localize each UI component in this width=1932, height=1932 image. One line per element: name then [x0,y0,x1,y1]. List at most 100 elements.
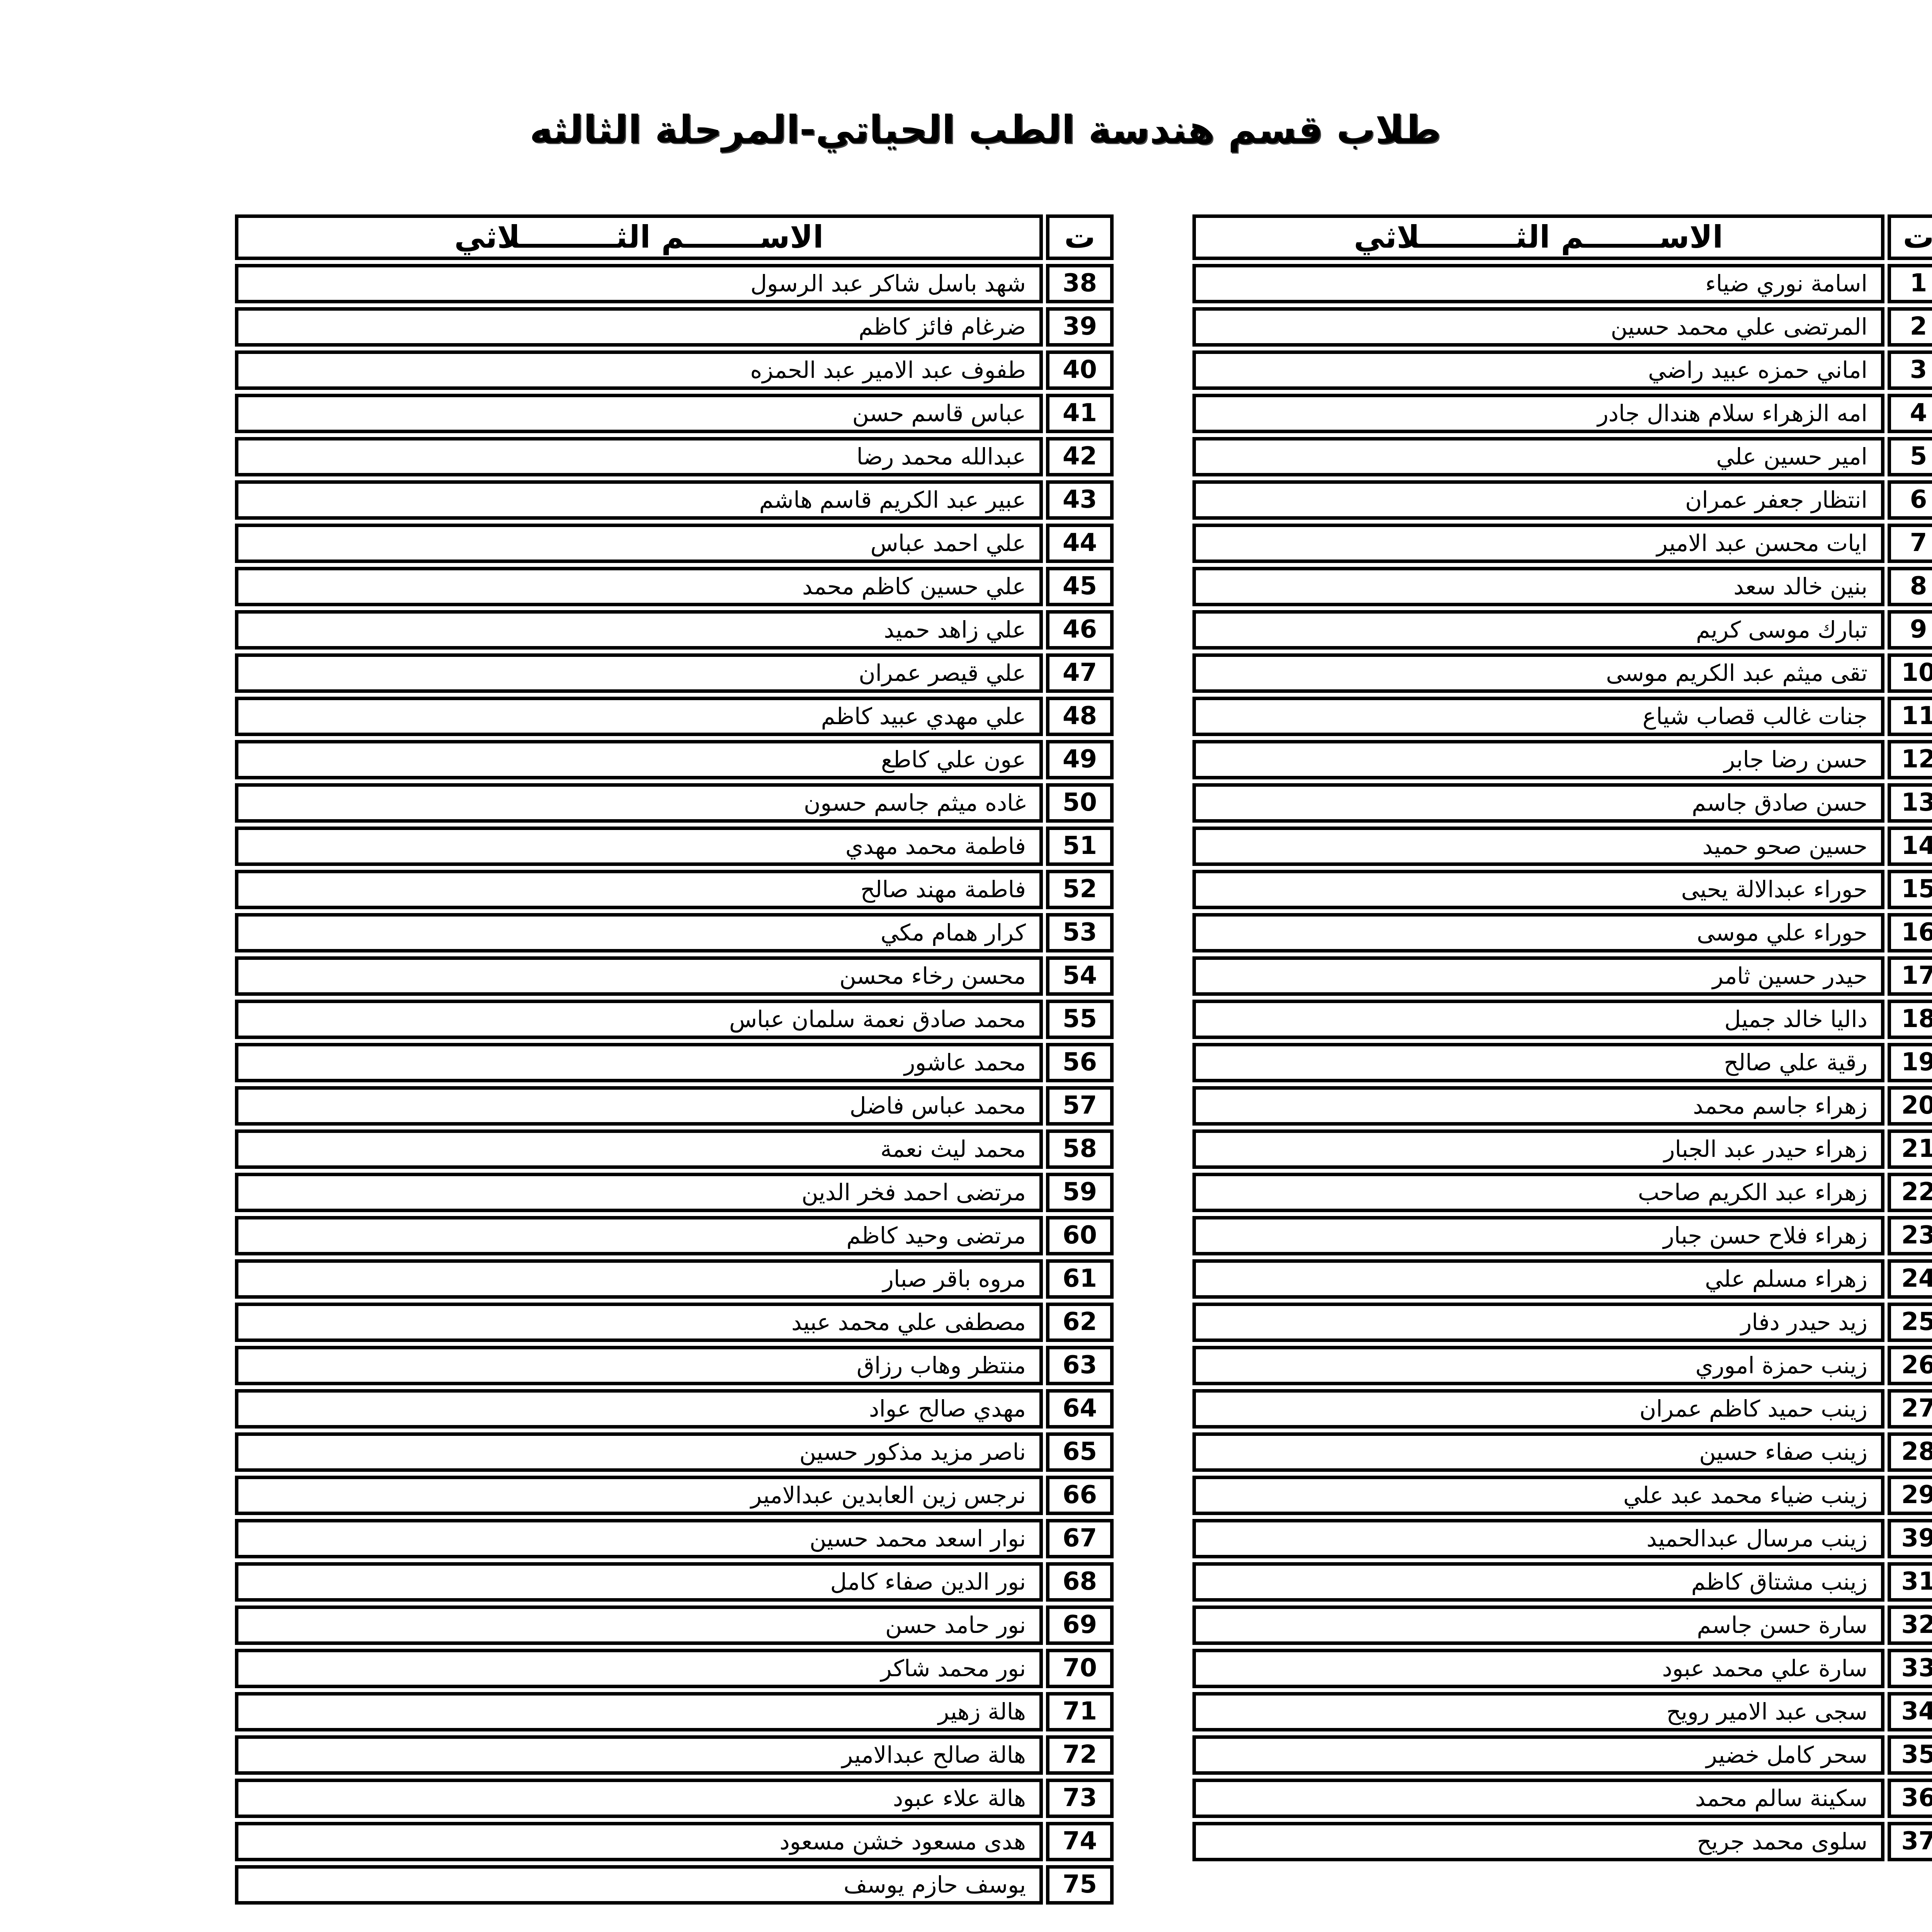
row-number: 50 [1046,783,1114,823]
table-row: 75 يوسف حازم يوسف [235,1865,1114,1905]
row-number: 64 [1046,1389,1114,1429]
student-name: داليا خالد جميل [1192,1000,1884,1039]
row-number: 9 [1888,610,1932,650]
row-number: 61 [1046,1259,1114,1299]
table-row: 11 جنات غالب قصاب شياع [1192,697,1932,736]
row-number: 53 [1046,913,1114,952]
table-row: 55 محمد صادق نعمة سلمان عباس [235,1000,1114,1039]
student-name: ايات محسن عبد الامير [1192,524,1884,563]
table-row: 36 سكينة سالم محمد [1192,1779,1932,1818]
student-name: زينب مشتاق كاظم [1192,1562,1884,1602]
table-row: 48 علي مهدي عبيد كاظم [235,697,1114,736]
row-number: 16 [1888,913,1932,952]
row-number: 59 [1046,1173,1114,1212]
row-number: 60 [1046,1216,1114,1255]
row-number: 45 [1046,567,1114,606]
row-number: 41 [1046,394,1114,433]
header-row: ت الاســـــــم الثـــــــــلاثي [1192,214,1932,260]
student-name: بنين خالد سعد [1192,567,1884,606]
row-number: 51 [1046,827,1114,866]
table-row: 31 زينب مشتاق كاظم [1192,1562,1932,1602]
student-name: عبير عبد الكريم قاسم هاشم [235,480,1043,520]
student-name: مرتضى احمد فخر الدين [235,1173,1043,1212]
student-name: طفوف عبد الامير عبد الحمزه [235,350,1043,390]
student-name: المرتضى علي محمد حسين [1192,307,1884,347]
row-number: 12 [1888,740,1932,779]
table-row: 39 ضرغام فائز كاظم [235,307,1114,347]
student-name: زهراء جاسم محمد [1192,1086,1884,1126]
student-name: غاده ميثم جاسم حسون [235,783,1043,823]
student-name: حيدر حسين ثامر [1192,956,1884,996]
student-name: زينب ضياء محمد عبد علي [1192,1476,1884,1515]
student-name: محمد صادق نعمة سلمان عباس [235,1000,1043,1039]
table-row: 68 نور الدين صفاء كامل [235,1562,1114,1602]
student-name: عباس قاسم حسن [235,394,1043,433]
page-title: طلاب قسم هندسة الطب الحياتي-المرحلة الثا… [529,107,1441,152]
table-row: 37 سلوى محمد جريح [1192,1822,1932,1861]
student-name: هالة صالح عبدالامير [235,1735,1043,1775]
row-number: 35 [1888,1735,1932,1775]
table-row: 74 هدى مسعود خشن مسعود [235,1822,1114,1861]
student-name: نرجس زين العابدين عبدالامير [235,1476,1043,1515]
row-number: 18 [1888,1000,1932,1039]
row-number: 17 [1888,956,1932,996]
student-name: تقى ميثم عبد الكريم موسى [1192,653,1884,693]
student-name: محمد عاشور [235,1043,1043,1082]
table-row: 54 محسن رخاء محسن [235,956,1114,996]
student-name: زهراء مسلم علي [1192,1259,1884,1299]
student-name: محمد عباس فاضل [235,1086,1043,1126]
table-row: 33 سارة علي محمد عبود [1192,1649,1932,1688]
table-row: 10 تقى ميثم عبد الكريم موسى [1192,653,1932,693]
table-row: 4 امه الزهراء سلام هندال جادر [1192,394,1932,433]
table-row: 71 هالة زهير [235,1692,1114,1731]
table-row: 41 عباس قاسم حسن [235,394,1114,433]
index-column-header: ت [1046,214,1114,260]
student-name: زهراء فلاح حسن جبار [1192,1216,1884,1255]
table-row: 39 زينب مرسال عبدالحميد [1192,1519,1932,1558]
row-number: 31 [1888,1562,1932,1602]
table-row: 32 سارة حسن جاسم [1192,1605,1932,1645]
row-number: 19 [1888,1043,1932,1082]
table-row: 7 ايات محسن عبد الامير [1192,524,1932,563]
student-name: حسين صحو حميد [1192,827,1884,866]
table-row: 9 تبارك موسى كريم [1192,610,1932,650]
student-name: جنات غالب قصاب شياع [1192,697,1884,736]
student-name: علي زاهد حميد [235,610,1043,650]
row-number: 66 [1046,1476,1114,1515]
row-number: 4 [1888,394,1932,433]
row-number: 27 [1888,1389,1932,1429]
table-row: 65 ناصر مزيد مذكور حسين [235,1432,1114,1472]
table-row: 59 مرتضى احمد فخر الدين [235,1173,1114,1212]
table-row: 6 انتظار جعفر عمران [1192,480,1932,520]
table-row: 70 نور محمد شاكر [235,1649,1114,1688]
student-name: زينب صفاء حسين [1192,1432,1884,1472]
students-table-left-container: ت الاســـــــم الثـــــــــلاثي 38 شهد با… [232,211,1117,1908]
table-row: 1 اسامة نوري ضياء [1192,264,1932,303]
student-name: سارة حسن جاسم [1192,1605,1884,1645]
name-column-header: الاســـــــم الثـــــــــلاثي [1192,214,1884,260]
table-row: 34 سجى عبد الامير رويح [1192,1692,1932,1731]
row-number: 1 [1888,264,1932,303]
table-row: 28 زينب صفاء حسين [1192,1432,1932,1472]
table-row: 3 اماني حمزه عبيد راضي [1192,350,1932,390]
student-name: هدى مسعود خشن مسعود [235,1822,1043,1861]
student-name: سجى عبد الامير رويح [1192,1692,1884,1731]
student-name: علي مهدي عبيد كاظم [235,697,1043,736]
student-name: علي احمد عباس [235,524,1043,563]
student-name: فاطمة مهند صالح [235,870,1043,909]
students-table-38-75: ت الاســـــــم الثـــــــــلاثي 38 شهد با… [232,211,1117,1908]
row-number: 11 [1888,697,1932,736]
table-row: 57 محمد عباس فاضل [235,1086,1114,1126]
table-row: 49 عون علي كاطع [235,740,1114,779]
table-row: 26 زينب حمزة اموري [1192,1346,1932,1385]
row-number: 39 [1888,1519,1932,1558]
row-number: 20 [1888,1086,1932,1126]
row-number: 46 [1046,610,1114,650]
table-row: 21 زهراء حيدر عبد الجبار [1192,1129,1932,1169]
row-number: 29 [1888,1476,1932,1515]
table-row: 64 مهدي صالح عواد [235,1389,1114,1429]
table-row: 44 علي احمد عباس [235,524,1114,563]
row-number: 22 [1888,1173,1932,1212]
student-name: مرتضى وحيد كاظم [235,1216,1043,1255]
row-number: 72 [1046,1735,1114,1775]
